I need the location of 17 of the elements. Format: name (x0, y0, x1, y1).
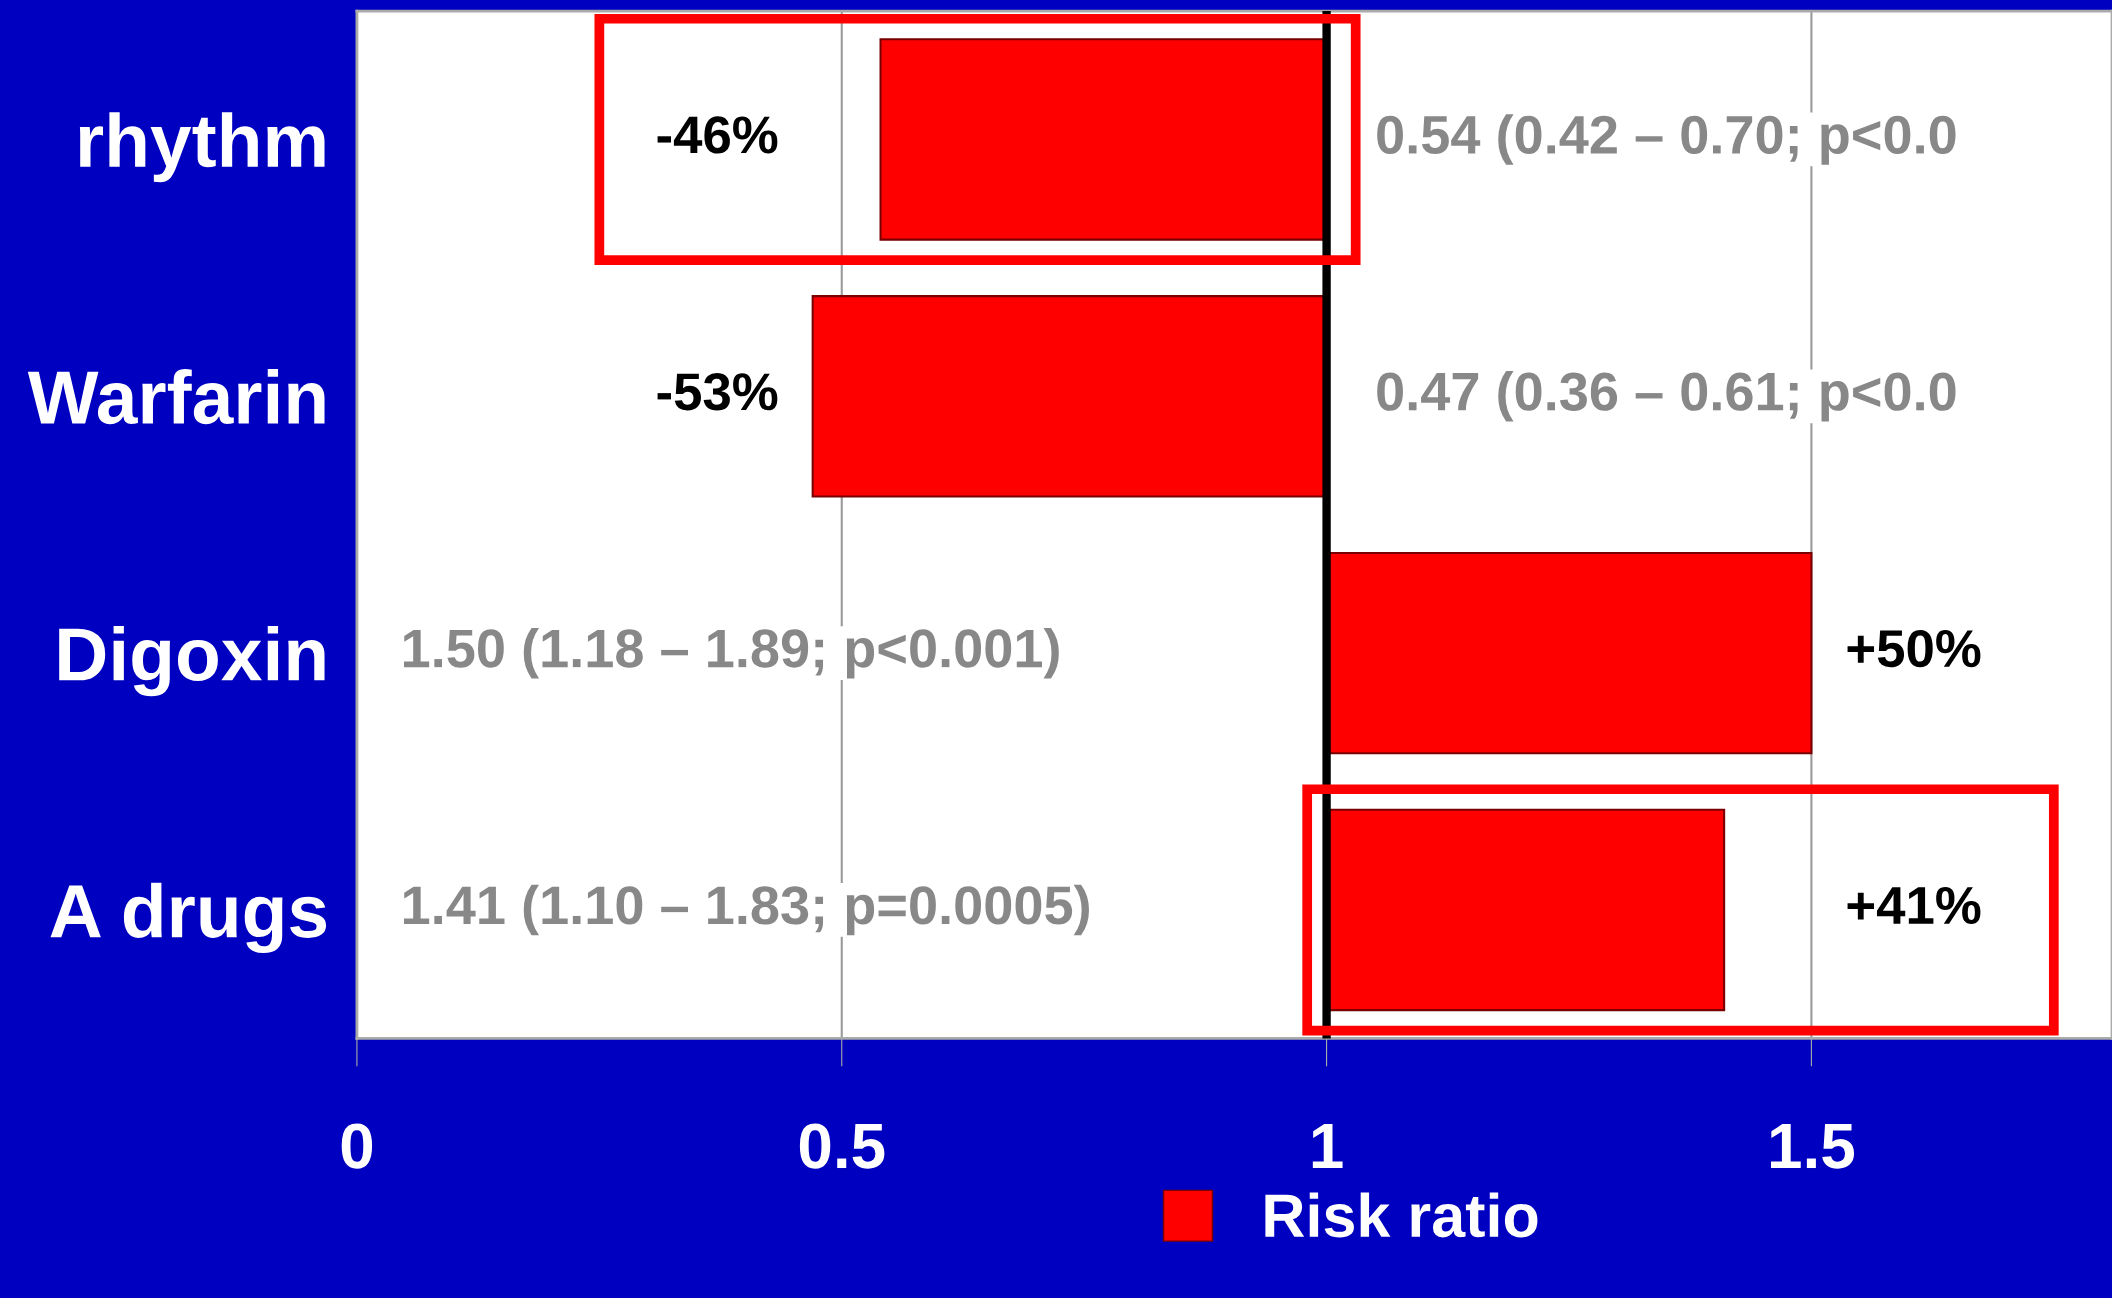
data-label: +41% (1847, 886, 1981, 925)
legend-label: Risk ratio (1265, 1192, 1538, 1238)
annotation: 0.47 (0.36 – 0.61; p<0.0 (1377, 371, 1956, 422)
x-tick-label: 1 (1312, 1124, 1343, 1169)
y-tick-label: Warfarin (27, 369, 325, 425)
y-tick-label: Digoxin (59, 625, 325, 697)
y-tick-label: rhythm (79, 112, 325, 183)
annotation: 0.54 (0.42 – 0.70; p<0.0 (1377, 114, 1956, 165)
data-label: -46% (657, 116, 778, 154)
annotation: 1.41 (1.10 – 1.83; p=0.0005) (403, 884, 1089, 936)
x-tick-label: 0 (341, 1123, 373, 1169)
x-tick-label: 1.5 (1771, 1124, 1855, 1169)
data-label: -53% (657, 373, 778, 411)
x-tick-label: 0.5 (799, 1123, 885, 1169)
data-label: +50% (1847, 629, 1981, 668)
annotation: 1.50 (1.18 – 1.89; p<0.001) (403, 627, 1059, 679)
y-tick-label: A drugs (50, 882, 327, 954)
